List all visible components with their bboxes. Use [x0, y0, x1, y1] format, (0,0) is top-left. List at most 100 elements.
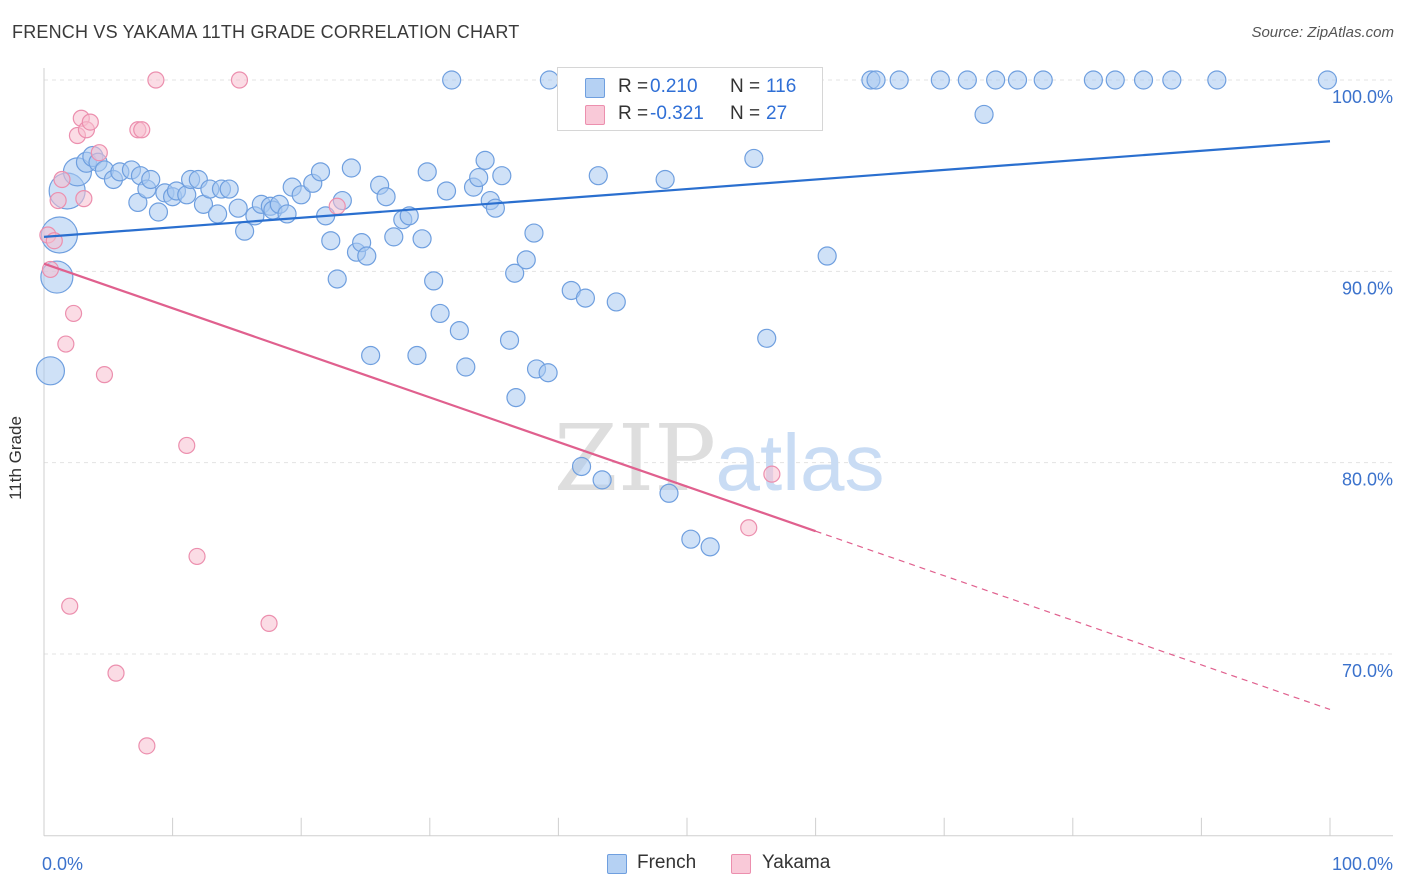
yakama-point — [61, 597, 79, 615]
yakama-legend-label: Yakama — [762, 852, 831, 873]
yakama-point — [178, 436, 196, 455]
french-point — [148, 202, 169, 222]
french-point — [228, 198, 248, 218]
french-point — [35, 356, 66, 386]
yakama-point — [49, 191, 67, 210]
legend-n-label: N = — [730, 76, 761, 97]
french-point — [1162, 70, 1182, 90]
source-credit: Source: ZipAtlas.com — [1251, 24, 1394, 41]
chart-title: FRENCH VS YAKAMA 11TH GRADE CORRELATION … — [12, 22, 520, 42]
french-point — [208, 204, 228, 224]
y-tick-label: 70.0% — [1342, 661, 1393, 681]
french-point — [506, 388, 526, 408]
french-point — [412, 229, 432, 249]
french-point — [357, 246, 377, 266]
legend-n-value: 116 — [766, 76, 797, 97]
y-tick-label: 100.0% — [1332, 87, 1393, 107]
french-point — [505, 263, 525, 283]
french-point — [930, 70, 950, 90]
french-point — [399, 206, 419, 226]
french-point — [957, 70, 977, 90]
gridlines — [44, 79, 1393, 655]
yakama-point — [138, 737, 156, 755]
french-point — [866, 70, 886, 90]
yakama-point — [230, 71, 249, 89]
french-point — [575, 288, 596, 308]
axes — [43, 68, 1393, 837]
french-point — [606, 292, 626, 312]
french-point — [659, 483, 679, 503]
french-point — [407, 345, 427, 366]
french-point — [1033, 70, 1053, 90]
legend-r-label: R = — [618, 76, 649, 97]
trend-lines — [43, 140, 1331, 711]
yakama-point — [328, 197, 346, 215]
french-point — [321, 231, 341, 251]
yakama-point — [740, 519, 758, 537]
tick-labels: 100.0% 90.0% 80.0% 70.0% 0.0% 100.0% — [42, 87, 1393, 874]
french-legend-icon — [607, 854, 627, 874]
legend-row-french: R = 0.210 N = 116 — [558, 74, 822, 100]
french-point — [538, 363, 558, 383]
french-point — [384, 227, 404, 247]
french-point — [571, 456, 592, 477]
french-point — [700, 537, 720, 557]
yakama-point — [260, 614, 278, 632]
french-point — [539, 70, 559, 90]
legend-r-value: -0.321 — [650, 103, 704, 124]
french-point — [291, 185, 311, 205]
watermark-atlas: atlas — [716, 418, 885, 507]
y-tick-label: 80.0% — [1342, 470, 1393, 490]
french-point — [456, 357, 476, 377]
french-point — [516, 250, 536, 270]
french-point — [417, 162, 437, 182]
legend-r-value: 0.210 — [650, 76, 698, 97]
french-swatch-icon — [585, 78, 605, 98]
french-point — [361, 345, 381, 366]
yakama-point — [147, 71, 165, 89]
french-point — [1133, 70, 1154, 90]
french-point — [1207, 70, 1227, 90]
french-point — [424, 271, 444, 291]
yakama-point — [81, 113, 99, 131]
french-point — [492, 166, 512, 186]
x-tick-label: 100.0% — [1332, 854, 1393, 874]
french-trend-line — [43, 140, 1331, 238]
x-tick-label: 0.0% — [42, 854, 83, 874]
french-point — [757, 328, 777, 348]
french-point — [655, 169, 675, 190]
yakama-point — [90, 144, 108, 162]
yakama-point — [763, 465, 781, 483]
french-point — [744, 148, 764, 169]
french-point — [341, 158, 361, 178]
french-point — [475, 150, 495, 170]
legend-n-value: 27 — [766, 103, 788, 124]
yakama-point — [64, 304, 83, 323]
yakama-swatch-icon — [585, 105, 605, 125]
yakama-point — [133, 121, 151, 139]
french-point — [817, 246, 837, 266]
french-point — [449, 321, 469, 341]
stats-legend: R = 0.210 N = 116 R = -0.321 N = 27 — [557, 67, 823, 131]
french-point — [219, 179, 239, 199]
french-point — [430, 303, 450, 324]
legend-n-label: N = — [730, 103, 761, 124]
french-point — [1105, 70, 1125, 90]
french-point — [327, 269, 347, 289]
legend-r-label: R = — [618, 103, 649, 124]
french-point — [436, 181, 457, 201]
yakama-trend-extension — [815, 530, 1331, 711]
french-point — [499, 330, 520, 350]
french-point — [235, 221, 255, 241]
yakama-point — [75, 190, 93, 208]
yakama-trend-line — [43, 262, 816, 533]
yakama-legend-icon — [731, 854, 751, 874]
french-point — [592, 470, 612, 490]
yakama-point — [107, 664, 125, 682]
french-point — [1007, 70, 1028, 90]
series-legend: French Yakama — [0, 852, 1406, 878]
french-point — [310, 162, 331, 182]
french-point — [469, 167, 489, 188]
french-point — [681, 529, 701, 549]
